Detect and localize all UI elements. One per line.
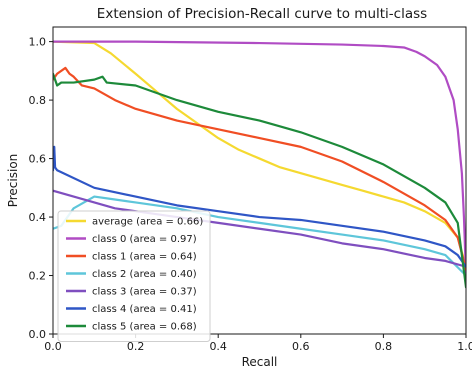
series-line-3: [53, 195, 466, 277]
series-line-6: [53, 72, 466, 289]
series-line-2: [53, 66, 466, 271]
ticks-layer: 0.0 0.2 0.4 0.6 0.8 1.0 0.0 0.2 0.4 0.6 0.8 1.0: [29, 36, 472, 353]
series-line-5: [53, 145, 466, 268]
legend-entry-5: class 4 (area = 0.41): [92, 304, 197, 315]
legend-entry-6: class 5 (area = 0.68): [92, 322, 197, 333]
chart-title: Extension of Precision-Recall curve to m…: [97, 6, 427, 22]
x-tick-label: 0.6: [292, 340, 310, 353]
x-axis-label: Recall: [242, 355, 278, 369]
y-tick-label: 0.6: [29, 153, 47, 166]
legend-entry-3: class 2 (area = 0.40): [92, 269, 197, 280]
x-tick-label: 0.4: [209, 340, 227, 353]
series-line-4: [53, 189, 466, 268]
y-tick-label: 0.4: [29, 211, 47, 224]
legend-entry-2: class 1 (area = 0.64): [92, 252, 197, 263]
plot-frame: [52, 26, 467, 335]
x-tick-label: 0.8: [375, 340, 393, 353]
y-tick-label: 0.8: [29, 94, 47, 107]
legend-entry-0: average (area = 0.66): [92, 217, 203, 228]
x-tick-label: 0.2: [127, 340, 145, 353]
y-tick-label: 0.2: [29, 270, 47, 283]
legend-entry-1: class 0 (area = 0.97): [92, 234, 197, 245]
legend-box: [57, 210, 211, 342]
series-line-0: [53, 40, 466, 268]
legend: average (area = 0.66) class 0 (area = 0.9…: [57, 210, 211, 342]
y-axis-label: Precision: [6, 154, 20, 208]
y-tick-label: 1.0: [29, 36, 47, 49]
series-layer: [53, 40, 466, 289]
x-tick-label: 1.0: [457, 340, 472, 353]
legend-entry-4: class 3 (area = 0.37): [92, 287, 197, 298]
y-tick-label: 0.0: [29, 328, 47, 341]
x-tick-label: 0.0: [44, 340, 62, 353]
series-line-1: [53, 40, 466, 277]
